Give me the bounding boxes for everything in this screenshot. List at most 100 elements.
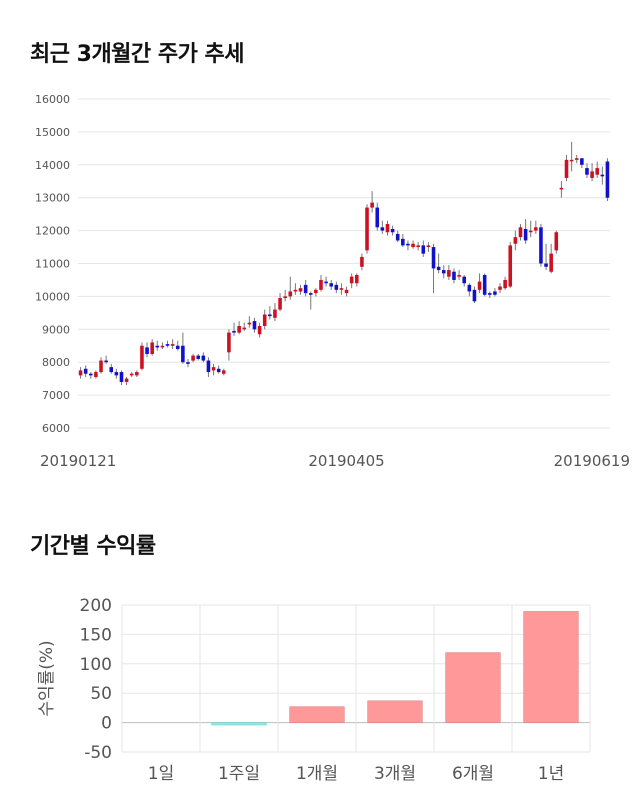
candle-body — [319, 279, 323, 290]
candle-body — [257, 326, 262, 335]
candle-body — [360, 256, 364, 267]
candle-body — [196, 355, 201, 359]
candle-body — [150, 342, 154, 354]
x-category-label: 1일 — [148, 764, 174, 784]
bar — [211, 722, 267, 726]
candle-body — [268, 314, 272, 317]
y-tick-label: 200 — [80, 596, 112, 616]
candle-body — [544, 263, 548, 267]
candlestick-chart: 6000 7000 8000 9000 10000 11000 12000 13000 1400… — [35, 93, 630, 470]
candle-body — [339, 288, 344, 290]
candle-body — [242, 327, 247, 330]
x-category-label: 3개월 — [374, 764, 416, 784]
candle-body — [431, 247, 436, 269]
candle-body — [487, 293, 492, 295]
candle-body — [436, 266, 441, 271]
candle-body — [334, 284, 339, 290]
candle-body — [262, 314, 267, 327]
candle-body — [462, 276, 467, 284]
period-return-title: 기간별 수익률 — [30, 534, 156, 559]
candle-body — [155, 345, 160, 348]
candle-body — [88, 373, 93, 376]
candle-body — [129, 373, 134, 376]
candle-body — [569, 159, 574, 162]
x-tick-label: 20190121 — [40, 452, 116, 470]
candle-body — [365, 207, 369, 251]
candle-body — [447, 270, 451, 277]
y-tick-label: 11000 — [35, 258, 70, 271]
candle-body — [175, 345, 180, 350]
candle-body — [293, 289, 298, 292]
candle-body — [406, 243, 410, 246]
candle-body — [165, 344, 170, 346]
candle-body — [324, 281, 328, 284]
y-tick-label: 9000 — [42, 323, 70, 336]
candle-body — [513, 237, 518, 244]
candle-body — [344, 289, 349, 294]
candle-body — [493, 291, 497, 295]
y-tick-label: 8000 — [42, 356, 70, 369]
candle-body — [375, 207, 380, 228]
candle-body — [595, 168, 600, 175]
candle-body — [457, 275, 461, 277]
candle-body — [452, 271, 456, 280]
candle-body — [227, 332, 231, 353]
candle-body — [385, 224, 390, 233]
candle-body — [298, 288, 303, 292]
candle-body — [170, 344, 175, 346]
candle-body — [416, 245, 420, 248]
candle-body — [534, 227, 538, 231]
y-tick-label: 150 — [80, 625, 112, 645]
y-tick-label: 100 — [80, 655, 112, 675]
candle-body — [114, 372, 119, 376]
candle-body — [99, 360, 103, 373]
bar — [289, 706, 345, 723]
y-tick-label: 12000 — [35, 225, 70, 238]
candle-body — [237, 326, 241, 333]
candle-body — [354, 275, 359, 284]
x-tick-label: 20190405 — [308, 452, 384, 470]
y-tick-label: 15000 — [35, 126, 70, 139]
candle-body — [206, 360, 211, 373]
x-category-label: 6개월 — [452, 764, 494, 784]
candle-body — [467, 284, 472, 292]
candle-body — [247, 322, 252, 325]
candle-body — [78, 370, 83, 376]
candle-body — [283, 296, 287, 299]
candle-body — [380, 227, 385, 231]
candle-body — [554, 232, 559, 251]
candle-body — [221, 370, 226, 374]
candle-body — [303, 284, 308, 294]
candle-body — [109, 367, 114, 373]
candle-body — [395, 233, 400, 241]
bar — [445, 652, 501, 723]
y-tick-label: 7000 — [42, 389, 70, 402]
candle-body — [349, 276, 354, 284]
candle-body — [559, 187, 564, 190]
x-category-label: 1년 — [538, 764, 564, 784]
candle-body — [278, 298, 282, 310]
candle-body — [288, 291, 293, 297]
candle-body — [441, 270, 446, 274]
stock-trend-title: 최근 3개월간 주가 추세 — [30, 42, 244, 67]
candle-body — [308, 293, 313, 295]
candle-body — [252, 321, 257, 330]
candle-body — [216, 368, 221, 373]
candle-body — [564, 159, 569, 178]
candle-body — [135, 372, 139, 376]
candle-body — [421, 245, 426, 254]
candle-body — [426, 245, 431, 248]
candle-body — [401, 238, 405, 246]
y-axis-label: 수익률(%) — [37, 640, 57, 716]
y-tick-label: 13000 — [35, 192, 70, 205]
candle-body — [140, 345, 144, 369]
candle-body — [370, 202, 374, 208]
bar — [367, 700, 423, 723]
y-tick-label: 10000 — [35, 290, 70, 303]
candle-body — [518, 227, 523, 238]
x-category-label: 1개월 — [296, 764, 338, 784]
candle-body — [585, 168, 589, 175]
candle-body — [124, 378, 129, 382]
y-tick-label: 0 — [101, 714, 112, 734]
candle-body — [508, 245, 513, 287]
